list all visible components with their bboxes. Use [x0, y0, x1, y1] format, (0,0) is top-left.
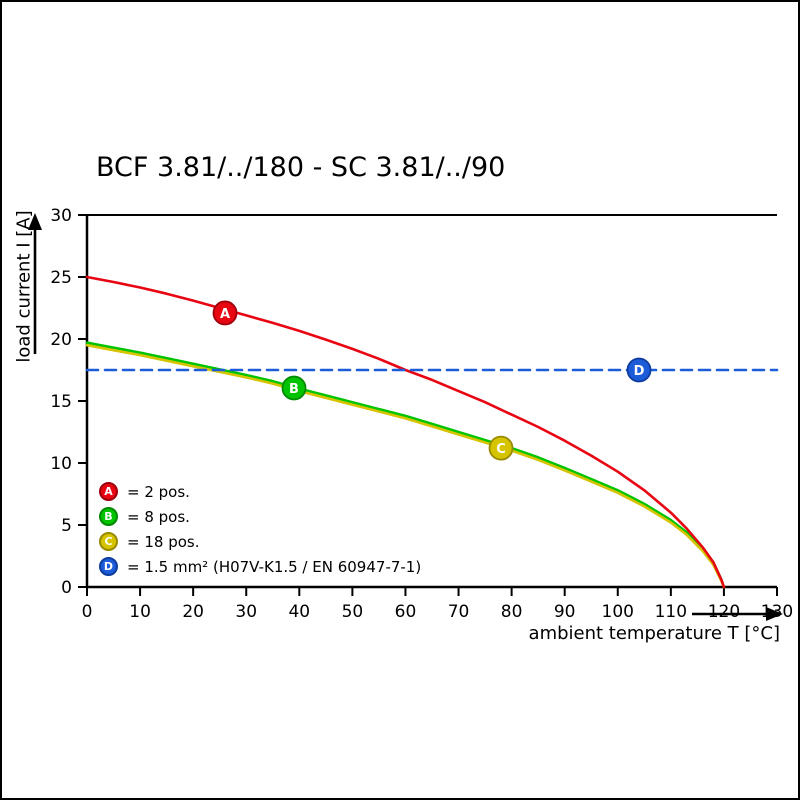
legend-label-a: = 2 pos.	[127, 482, 190, 501]
legend-badge-c-icon: C	[99, 532, 118, 551]
y-axis-label: load current I [A]	[13, 210, 35, 363]
x-tick-label: 120	[708, 602, 740, 622]
legend: A = 2 pos. B = 8 pos. C = 18 pos. D = 1.…	[99, 479, 421, 579]
legend-badge-d-icon: D	[99, 557, 118, 576]
x-axis-arrow-icon	[766, 607, 783, 621]
legend-badge-b-icon: B	[99, 507, 118, 526]
marker-C-badge	[488, 435, 514, 461]
x-tick-label: 30	[235, 602, 257, 622]
x-tick-label: 40	[288, 602, 310, 622]
x-tick-label: 0	[82, 602, 93, 622]
legend-label-d: = 1.5 mm² (H07V-K1.5 / EN 60947-7-1)	[127, 557, 422, 576]
x-tick-label: 60	[395, 602, 417, 622]
marker-A-badge	[212, 300, 238, 326]
legend-item-a: A = 2 pos.	[99, 479, 421, 504]
legend-item-c: C = 18 pos.	[99, 529, 421, 554]
chart-title: BCF 3.81/../180 - SC 3.81/../90	[96, 152, 506, 183]
legend-label-b: = 8 pos.	[127, 507, 190, 526]
x-axis-label: ambient temperature T [°C]	[528, 623, 780, 644]
marker-D-letter: D	[634, 364, 645, 379]
y-tick-label: 30	[50, 206, 72, 226]
y-tick-label: 25	[50, 268, 72, 288]
x-tick-label: 90	[554, 602, 576, 622]
x-tick-label: 80	[501, 602, 523, 622]
y-tick-label: 10	[50, 454, 72, 474]
marker-B-letter: B	[289, 382, 299, 397]
series-A-curve	[85, 275, 726, 589]
y-tick-label: 0	[61, 578, 72, 598]
legend-item-d: D = 1.5 mm² (H07V-K1.5 / EN 60947-7-1)	[99, 554, 421, 579]
x-tick-label: 50	[342, 602, 364, 622]
y-axis-arrow-icon	[28, 213, 42, 230]
y-tick-label: 5	[61, 516, 72, 536]
y-tick-label: 15	[50, 392, 72, 412]
marker-D-badge	[626, 357, 652, 383]
x-tick-label: 20	[182, 602, 204, 622]
y-tick-label: 20	[50, 330, 72, 350]
legend-badge-a-icon: A	[99, 482, 118, 501]
marker-C-letter: C	[496, 442, 506, 457]
legend-item-b: B = 8 pos.	[99, 504, 421, 529]
legend-label-c: = 18 pos.	[127, 532, 200, 551]
x-tick-label: 110	[655, 602, 687, 622]
x-tick-label: 100	[602, 602, 634, 622]
series-B-curve	[85, 341, 726, 589]
marker-B-badge	[281, 375, 307, 401]
x-tick-label: 70	[448, 602, 470, 622]
marker-A-letter: A	[220, 307, 230, 322]
x-tick-label: 10	[129, 602, 151, 622]
